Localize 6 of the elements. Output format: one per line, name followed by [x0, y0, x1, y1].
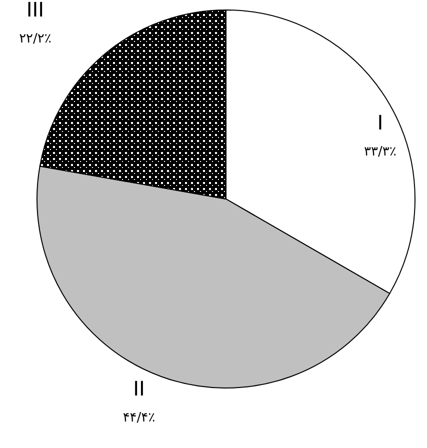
data-label: ۴۴/۴٪ — [122, 410, 156, 426]
data-label: ۳۳/۳٪ — [364, 144, 396, 160]
slice-label: II — [133, 376, 145, 401]
slice-label: I — [377, 110, 384, 135]
data-label: ۲۲/۲٪ — [19, 31, 52, 46]
slice-label: III — [26, 0, 44, 22]
